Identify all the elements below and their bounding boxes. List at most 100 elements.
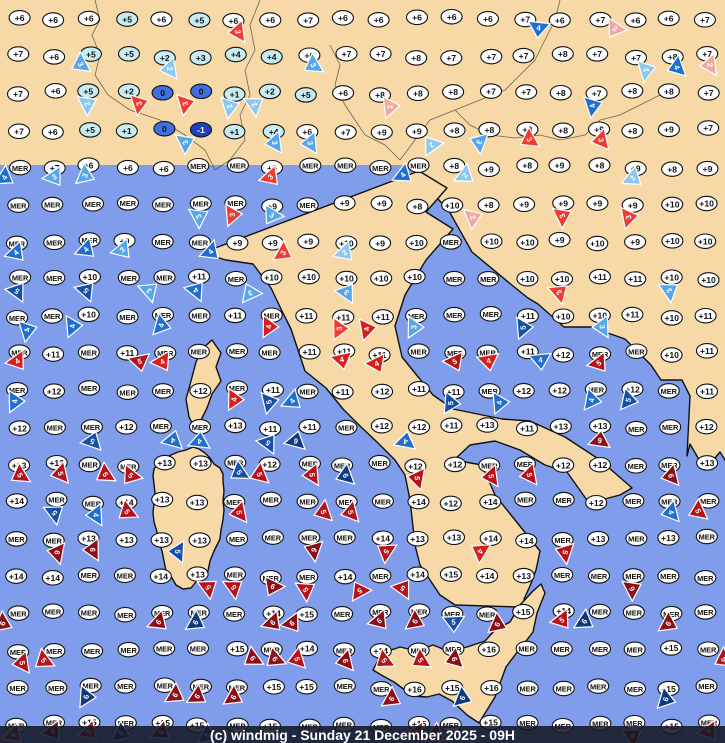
svg-text:+7: +7 [592,89,602,99]
svg-text:+11: +11 [700,346,714,356]
svg-text:+14: +14 [154,572,169,582]
svg-text:+11: +11 [699,311,713,321]
svg-text:MER: MER [48,496,65,505]
svg-text:+2: +2 [265,87,275,97]
svg-text:MER: MER [190,162,207,171]
svg-text:+12: +12 [589,498,604,508]
svg-text:+7: +7 [521,87,531,97]
svg-text:MER: MER [660,572,677,581]
svg-text:+7: +7 [519,51,529,61]
svg-text:+15: +15 [516,607,531,617]
svg-text:+11: +11 [444,421,458,431]
svg-text:MER: MER [12,273,29,282]
svg-text:+10: +10 [555,274,570,284]
svg-text:+6: +6 [15,13,25,23]
svg-text:+5: +5 [194,15,204,25]
svg-text:MER: MER [229,347,246,356]
svg-text:+7: +7 [704,88,714,98]
svg-text:+8: +8 [558,49,568,59]
svg-text:MER: MER [628,462,645,471]
svg-text:MER: MER [119,388,136,397]
svg-text:+8: +8 [627,126,637,136]
svg-text:+8: +8 [484,125,494,135]
svg-text:+9: +9 [592,198,602,208]
svg-text:MER: MER [191,312,208,321]
svg-text:+8: +8 [450,125,460,135]
svg-text:+13: +13 [228,421,243,431]
svg-text:MER: MER [47,424,64,433]
svg-text:MER: MER [338,424,355,433]
svg-text:+7: +7 [376,49,386,59]
svg-text:MER: MER [81,609,98,618]
svg-text:MER: MER [45,607,62,616]
svg-text:+9: +9 [340,198,350,208]
svg-text:MER: MER [154,238,171,247]
svg-text:+12: +12 [375,387,390,397]
svg-text:+8: +8 [558,126,568,136]
svg-text:+10: +10 [484,236,499,246]
svg-text:+15: +15 [300,609,315,619]
svg-text:+13: +13 [154,535,169,545]
svg-text:3: 3 [598,325,607,330]
svg-text:+8: +8 [522,161,532,171]
svg-text:+11: +11 [520,424,534,434]
svg-text:MER: MER [117,682,134,691]
svg-text:MER: MER [84,423,101,432]
svg-text:+10: +10 [407,272,422,282]
svg-text:-1: -1 [197,125,205,135]
svg-text:+10: +10 [665,236,680,246]
svg-text:MER: MER [228,275,245,284]
svg-text:MER: MER [373,685,390,694]
svg-text:+12: +12 [556,350,571,360]
svg-text:MER: MER [337,682,354,691]
svg-text:0: 0 [162,124,167,134]
svg-text:+10: +10 [701,275,716,285]
svg-text:MER: MER [299,388,316,397]
svg-text:+8: +8 [448,87,458,97]
svg-text:MER: MER [628,535,645,544]
svg-text:MER: MER [192,423,209,432]
svg-text:+7: +7 [700,15,710,25]
svg-text:MER: MER [84,647,101,656]
svg-text:MER: MER [591,572,608,581]
svg-text:+7: +7 [446,53,456,63]
svg-text:+5: +5 [124,49,134,59]
svg-text:MER: MER [119,313,136,322]
svg-text:+7: +7 [341,127,351,137]
svg-text:+7: +7 [303,15,313,25]
svg-text:MER: MER [518,645,535,654]
svg-text:MER: MER [192,200,209,209]
svg-text:+12: +12 [375,421,390,431]
svg-text:+9: +9 [412,126,422,136]
svg-text:+10: +10 [264,273,279,283]
svg-text:MER: MER [299,573,316,582]
svg-text:+9: +9 [232,238,242,248]
svg-text:+10: +10 [339,274,354,284]
svg-text:+9: +9 [519,200,529,210]
svg-text:MER: MER [372,572,389,581]
svg-text:+10: +10 [665,313,680,323]
svg-text:+6: +6 [664,14,674,24]
svg-text:MER: MER [592,608,609,617]
svg-text:MER: MER [336,533,353,542]
svg-text:+8: +8 [449,161,459,171]
svg-text:+15: +15 [444,569,459,579]
svg-text:+12: +12 [119,422,134,432]
svg-text:MER: MER [410,161,427,170]
svg-text:+9: +9 [703,164,713,174]
svg-text:+15: +15 [664,643,679,653]
svg-text:+11: +11 [593,272,607,282]
svg-text:+6: +6 [159,164,169,174]
svg-text:+13: +13 [155,495,170,505]
svg-text:+12: +12 [448,460,463,470]
svg-text:MER: MER [117,572,134,581]
svg-text:+13: +13 [410,534,425,544]
svg-text:MER: MER [12,164,29,173]
svg-text:+15: +15 [267,682,282,692]
svg-text:+8: +8 [664,86,674,96]
svg-text:+10: +10 [445,200,460,210]
svg-text:MER: MER [626,646,643,655]
svg-text:+9: +9 [377,127,387,137]
svg-text:+7: +7 [486,52,496,62]
svg-text:+6: +6 [338,88,348,98]
